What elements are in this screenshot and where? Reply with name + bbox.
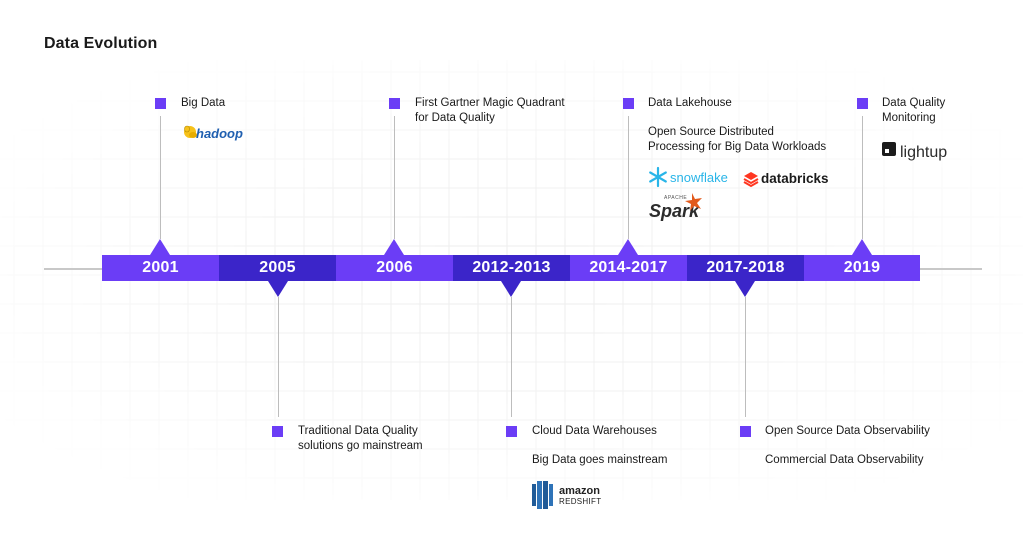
amazon-redshift-logo: amazon REDSHIFT — [531, 481, 611, 514]
lightup-logo-text: lightup — [900, 144, 947, 161]
stem-2017-2018 — [745, 297, 746, 417]
spark-logo-apache-text: APACHE — [664, 195, 687, 201]
spark-logo-text: Spark — [649, 201, 700, 221]
pointer-2001 — [150, 239, 170, 255]
event-label-2005-line1: Traditional Data Quality — [298, 425, 418, 437]
stem-2001 — [160, 116, 161, 239]
event-marker-2019 — [857, 98, 868, 109]
page-title: Data Evolution — [44, 35, 158, 52]
lightup-logo: lightup — [881, 140, 961, 167]
event-marker-2017-2018 — [740, 426, 751, 437]
pointer-2012-2013 — [501, 281, 521, 297]
event-label-2005: Traditional Data Quality solutions go ma… — [298, 424, 423, 454]
event-marker-2012-2013 — [506, 426, 517, 437]
period-2012-2013: 2012-2013 — [453, 255, 570, 281]
event-label-2005-line2: solutions go mainstream — [298, 440, 423, 452]
databricks-logo: databricks — [742, 167, 834, 194]
spark-logo: APACHE Spark — [648, 191, 706, 226]
event-label-2017-2018: Open Source Data Observability — [765, 425, 930, 437]
event-marker-2014-2017 — [623, 98, 634, 109]
event-label-2006: First Gartner Magic Quadrant for Data Qu… — [415, 96, 565, 126]
pointer-2005 — [268, 281, 288, 297]
stem-2019 — [862, 116, 863, 239]
event-label-2019-line2: Monitoring — [882, 112, 936, 124]
event-marker-2006 — [389, 98, 400, 109]
period-2005: 2005 — [219, 255, 336, 281]
snowflake-logo-text: snowflake — [670, 170, 728, 185]
period-2006: 2006 — [336, 255, 453, 281]
event-label-2012-2013: Cloud Data Warehouses — [532, 425, 657, 437]
hadoop-logo: hadoop — [182, 124, 252, 147]
stem-2014-2017 — [628, 116, 629, 239]
event-label-2019-line1: Data Quality — [882, 97, 946, 109]
event-label-2014-2017: Data Lakehouse — [648, 97, 732, 109]
pointer-2006 — [384, 239, 404, 255]
pointer-2019 — [852, 239, 872, 255]
pointer-2014-2017 — [618, 239, 638, 255]
event-sublabel-2014-2017-line1: Open Source Distributed — [648, 126, 774, 138]
stem-2006 — [394, 116, 395, 239]
event-sublabel-2014-2017-line2: Processing for Big Data Workloads — [648, 141, 827, 153]
period-2014-2017: 2014-2017 — [570, 255, 687, 281]
amazon-logo-text: amazon — [559, 485, 600, 497]
event-marker-2005 — [272, 426, 283, 437]
event-sublabel-2014-2017: Open Source Distributed Processing for B… — [648, 125, 826, 155]
event-sublabel-2017-2018: Commercial Data Observability — [765, 454, 924, 466]
event-marker-2001 — [155, 98, 166, 109]
event-label-2006-line2: for Data Quality — [415, 112, 495, 124]
event-label-2006-line1: First Gartner Magic Quadrant — [415, 97, 565, 109]
redshift-logo-text: REDSHIFT — [559, 497, 601, 506]
event-label-2019: Data Quality Monitoring — [882, 96, 945, 126]
stem-2012-2013 — [511, 297, 512, 417]
event-sublabel-2012-2013: Big Data goes mainstream — [532, 454, 668, 466]
databricks-logo-text: databricks — [761, 171, 829, 186]
period-2001: 2001 — [102, 255, 219, 281]
period-2019: 2019 — [804, 255, 920, 281]
period-2017-2018: 2017-2018 — [687, 255, 804, 281]
snowflake-logo: snowflake — [648, 166, 732, 195]
hadoop-logo-text: hadoop — [196, 126, 243, 141]
event-label-2001: Big Data — [181, 97, 226, 109]
stem-2005 — [278, 297, 279, 417]
pointer-2017-2018 — [735, 281, 755, 297]
